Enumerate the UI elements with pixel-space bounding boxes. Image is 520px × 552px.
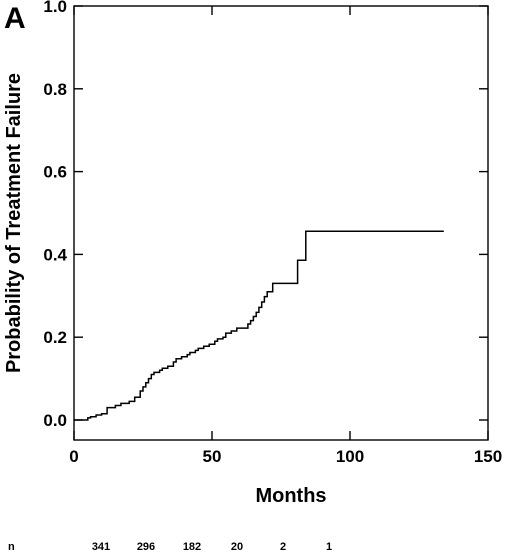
risk-table-label: n xyxy=(8,541,15,552)
risk-table-value: 20 xyxy=(231,541,243,552)
y-tick-label: 0.4 xyxy=(43,245,67,264)
panel-label: A xyxy=(4,2,26,35)
x-axis-title: Months xyxy=(255,485,326,507)
chart-frame: A xyxy=(4,2,489,441)
x-tick-label: 100 xyxy=(336,447,364,466)
risk-table-value: 296 xyxy=(137,541,155,552)
y-tick-label: 0.2 xyxy=(43,328,67,347)
y-axis: 0.0 0.2 0.4 0.6 0.8 1.0 xyxy=(43,0,488,430)
y-tick-label: 1.0 xyxy=(43,0,67,16)
risk-table-value: 1 xyxy=(326,541,332,552)
survival-step-line xyxy=(74,230,444,421)
y-axis-title: Probability of Treatment Failure xyxy=(3,73,25,373)
risk-table-value: 182 xyxy=(183,541,201,552)
x-tick-label: 0 xyxy=(69,447,78,466)
risk-table: n 341 296 182 20 2 1 xyxy=(8,541,332,552)
x-tick-label: 150 xyxy=(474,447,502,466)
plot-area-border xyxy=(73,5,489,441)
series-layer xyxy=(74,230,444,421)
x-axis: 0 50 100 150 xyxy=(69,6,502,466)
y-tick-label: 0.0 xyxy=(43,411,67,430)
y-tick-label: 0.8 xyxy=(43,80,67,99)
risk-table-value: 341 xyxy=(92,541,110,552)
x-tick-label: 50 xyxy=(203,447,222,466)
y-tick-label: 0.6 xyxy=(43,163,67,182)
risk-table-value: 2 xyxy=(280,541,286,552)
